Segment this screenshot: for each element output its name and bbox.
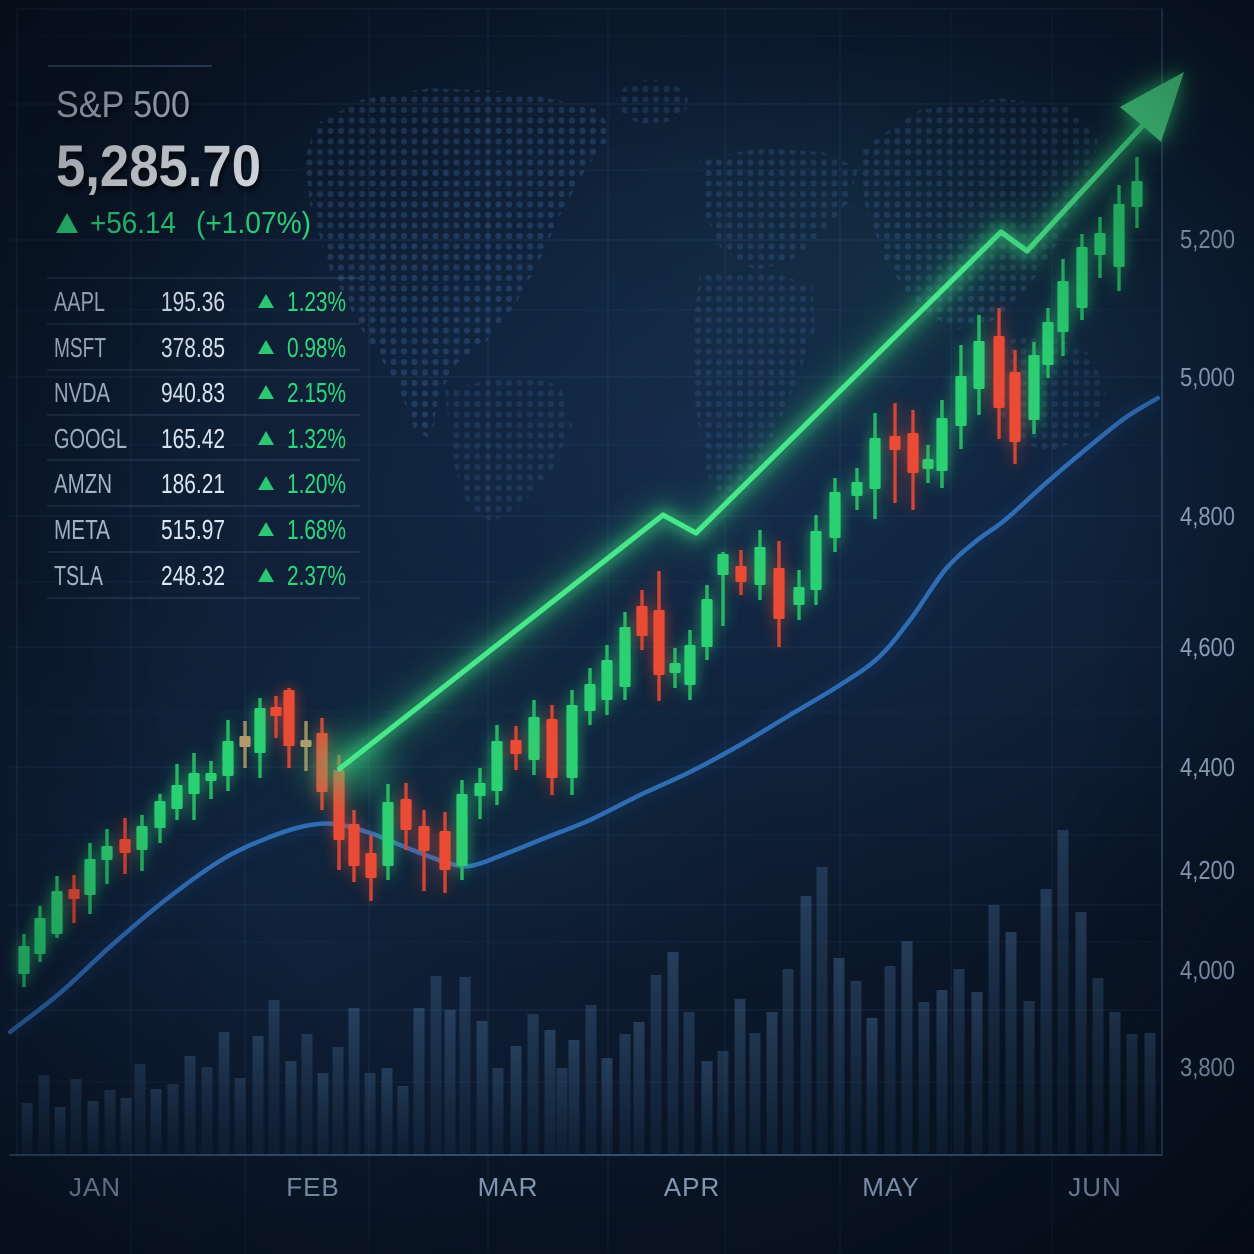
svg-text:JAN: JAN [69, 1172, 121, 1202]
svg-text:248.32: 248.32 [161, 560, 225, 591]
svg-text:+56.14: +56.14 [90, 205, 176, 240]
svg-text:4,800: 4,800 [1180, 501, 1235, 531]
svg-text:FEB: FEB [286, 1172, 340, 1202]
svg-text:GOOGL: GOOGL [54, 423, 127, 454]
svg-text:515.97: 515.97 [161, 514, 225, 545]
svg-text:MAY: MAY [862, 1172, 919, 1202]
svg-text:5,000: 5,000 [1180, 362, 1235, 392]
svg-text:AMZN: AMZN [54, 468, 112, 499]
svg-text:1.23%: 1.23% [287, 286, 346, 317]
svg-text:TSLA: TSLA [54, 560, 103, 591]
svg-text:3,800: 3,800 [1180, 1052, 1235, 1082]
svg-text:4,000: 4,000 [1180, 955, 1235, 985]
svg-text:4,400: 4,400 [1180, 752, 1235, 782]
svg-text:NVDA: NVDA [54, 377, 110, 408]
svg-text:(+1.07%): (+1.07%) [196, 205, 311, 240]
svg-text:186.21: 186.21 [161, 468, 225, 499]
svg-text:0.98%: 0.98% [287, 332, 346, 363]
svg-text:S&P 500: S&P 500 [56, 84, 190, 125]
svg-text:MAR: MAR [478, 1172, 539, 1202]
svg-text:APR: APR [664, 1172, 720, 1202]
svg-text:165.42: 165.42 [161, 423, 225, 454]
svg-text:5,285.70: 5,285.70 [56, 134, 261, 199]
svg-text:4,600: 4,600 [1180, 632, 1235, 662]
svg-text:940.83: 940.83 [161, 377, 225, 408]
svg-text:378.85: 378.85 [161, 332, 225, 363]
svg-text:1.68%: 1.68% [287, 514, 346, 545]
svg-text:2.37%: 2.37% [287, 560, 346, 591]
svg-text:JUN: JUN [1068, 1172, 1122, 1202]
svg-text:MSFT: MSFT [54, 332, 106, 363]
svg-text:5,200: 5,200 [1180, 224, 1235, 254]
svg-text:1.32%: 1.32% [287, 423, 346, 454]
svg-text:4,200: 4,200 [1180, 855, 1235, 885]
svg-text:META: META [54, 514, 110, 545]
svg-text:195.36: 195.36 [161, 286, 225, 317]
svg-text:AAPL: AAPL [54, 286, 105, 317]
svg-text:1.20%: 1.20% [287, 468, 346, 499]
svg-text:2.15%: 2.15% [287, 377, 346, 408]
